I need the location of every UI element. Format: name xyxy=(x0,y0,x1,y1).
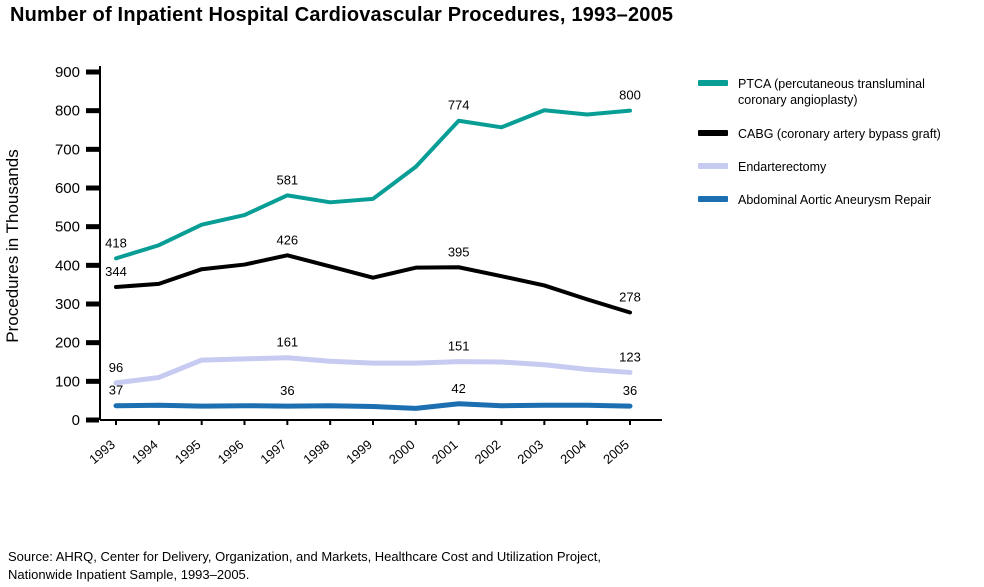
legend-label: Endarterectomy xyxy=(738,159,827,174)
y-tick-label: 600 xyxy=(55,180,80,197)
x-tick-label: 2001 xyxy=(429,437,461,467)
series-line-1 xyxy=(114,253,632,315)
legend-item-3: Abdominal Aortic Aneurysm Repair xyxy=(698,192,976,208)
legend-label: CABG (coronary artery bypass graft) xyxy=(738,126,941,141)
point-label: 800 xyxy=(619,88,641,103)
y-axis-title: Procedures in Thousands xyxy=(3,149,22,342)
x-tick-label: 2002 xyxy=(472,437,504,467)
y-tick-label: 300 xyxy=(55,296,80,313)
legend-label: PTCA (percutaneous transluminal coronary… xyxy=(738,77,925,108)
series-line-2 xyxy=(113,355,633,386)
point-label: 42 xyxy=(451,381,465,396)
y-tick-label: 0 xyxy=(72,412,80,429)
y-tick-label: 200 xyxy=(55,335,80,352)
x-tick-label: 1995 xyxy=(172,437,204,467)
chart-title: Number of Inpatient Hospital Cardiovascu… xyxy=(10,4,674,26)
x-tick-label: 1996 xyxy=(215,437,247,467)
source-note: Source: AHRQ, Center for Delivery, Organ… xyxy=(8,548,601,584)
chart-legend: PTCA (percutaneous transluminal coronary… xyxy=(698,76,976,208)
point-label: 344 xyxy=(105,264,127,279)
legend-item-1: CABG (coronary artery bypass graft) xyxy=(698,126,976,142)
legend-marker xyxy=(698,162,728,169)
point-label: 96 xyxy=(109,360,123,375)
x-tick-label: 2003 xyxy=(514,437,546,467)
point-label: 151 xyxy=(448,339,470,354)
y-tick-label: 400 xyxy=(55,257,80,274)
legend-item-2: Endarterectomy xyxy=(698,159,976,175)
point-label: 774 xyxy=(448,98,470,113)
y-tick-label: 900 xyxy=(55,64,80,81)
legend-item-0: PTCA (percutaneous transluminal coronary… xyxy=(698,76,976,109)
point-label: 37 xyxy=(109,383,123,398)
x-tick-label: 1997 xyxy=(257,437,289,467)
source-line-2: Nationwide Inpatient Sample, 1993–2005. xyxy=(8,567,250,583)
point-label: 36 xyxy=(280,383,294,398)
legend-marker xyxy=(698,196,728,202)
x-tick-label: 2004 xyxy=(557,437,589,467)
axes xyxy=(99,66,662,421)
x-tick-label: 2005 xyxy=(600,437,632,467)
x-tick-label: 1999 xyxy=(343,437,375,467)
point-label: 278 xyxy=(619,290,641,305)
series-line-0 xyxy=(114,108,632,261)
y-tick-label: 700 xyxy=(55,141,80,158)
legend-marker xyxy=(698,129,728,136)
point-label: 426 xyxy=(276,232,298,247)
y-tick-label: 100 xyxy=(55,373,80,390)
legend-label: Abdominal Aortic Aneurysm Repair xyxy=(738,193,932,207)
point-label: 36 xyxy=(623,383,637,398)
x-tick-label: 1998 xyxy=(300,437,332,467)
x-tick-label: 2000 xyxy=(386,437,418,467)
x-tick-label: 1993 xyxy=(86,437,118,467)
y-axis-ticks: 0 100 200 300 400 500 600 700 800 900 xyxy=(55,64,99,429)
source-line-1: Source: AHRQ, Center for Delivery, Organ… xyxy=(8,549,601,564)
line-chart: 0 100 200 300 400 500 600 700 800 900 1993 1994 1995… xyxy=(3,64,662,467)
point-label: 161 xyxy=(276,335,298,350)
point-labels: 418 581 774 800 344 426 395 278 96 161 151 123 37 36 4… xyxy=(105,88,641,398)
legend-marker xyxy=(698,80,728,86)
point-label: 581 xyxy=(276,172,298,187)
point-label: 418 xyxy=(105,235,127,250)
point-label: 123 xyxy=(619,349,641,364)
x-axis-ticks: 1993 1994 1995 1996 1997 1998 1999 2000 2001 2002… xyxy=(86,420,632,467)
y-tick-label: 500 xyxy=(55,219,80,236)
y-tick-label: 800 xyxy=(55,103,80,120)
point-label: 395 xyxy=(448,244,470,259)
series-line-3 xyxy=(113,401,633,411)
x-tick-label: 1994 xyxy=(129,437,161,467)
